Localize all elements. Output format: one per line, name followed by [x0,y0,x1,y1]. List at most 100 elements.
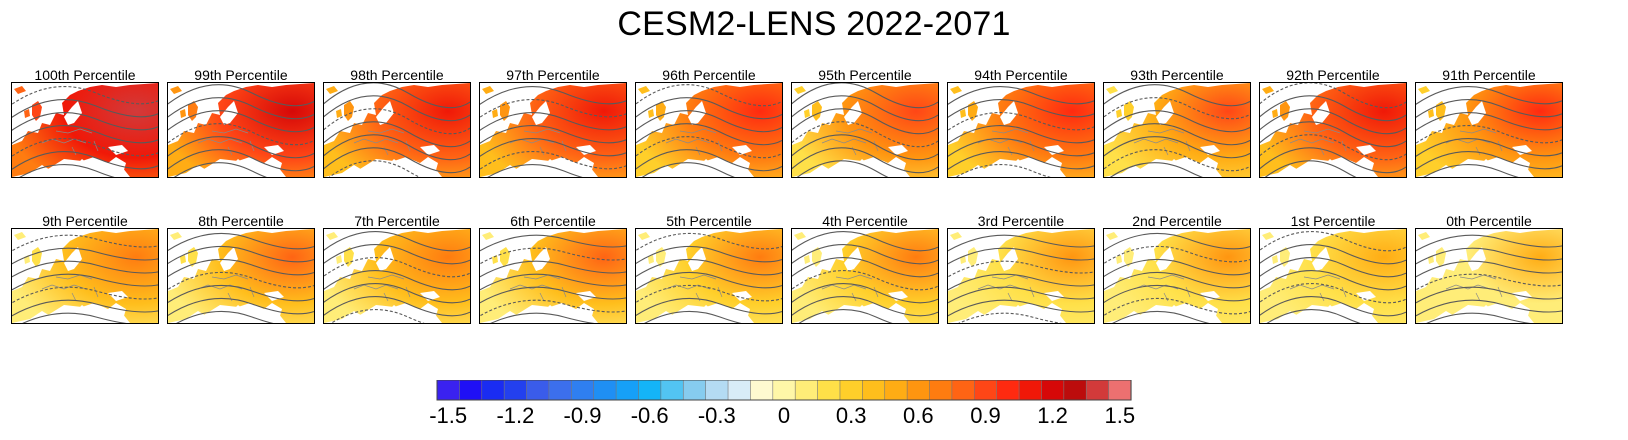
pressure-contour [792,296,938,317]
pressure-contour [948,86,1094,105]
pressure-contour [324,108,470,135]
sea [1356,291,1376,301]
panel-label: 1st Percentile [1290,213,1376,229]
map-frame [1259,82,1407,178]
pressure-contour [636,136,782,159]
pressure-contour [168,136,314,159]
pressure-contour [948,234,1094,252]
pressure-contour [1260,257,1406,278]
sea [732,145,752,155]
land-shading [32,247,42,267]
land-shading [24,109,30,118]
pressure-contour [792,134,938,161]
colorbar-frame [436,380,1132,401]
panel-label: 5th Percentile [666,213,752,229]
pressure-contour [324,296,470,317]
colorbar-swatch [660,380,684,401]
pressure-contour [324,257,470,278]
land-shading [324,229,470,323]
panel-grid: 100th Percentile 99th Percentile 98th Perc… [11,67,1563,324]
land-shading [1436,247,1446,267]
pressure-contour [796,160,889,177]
colorbar-swatch [906,380,931,401]
colorbar-tick-label: -1.2 [496,403,534,428]
land-shading [336,109,342,118]
land-shading [1280,101,1290,121]
map-frame [167,82,315,178]
panel-label: 91th Percentile [1442,67,1536,83]
land-shading [950,232,962,240]
country-borders [977,274,1035,302]
panel-label: 7th Percentile [354,213,440,229]
country-borders [665,128,723,156]
map-frame [1415,82,1563,178]
sea [1200,145,1220,155]
colorbar-swatch [973,380,998,401]
colorbar-swatch [526,380,550,401]
map-frame [479,228,627,324]
colorbar-swatch [727,380,752,401]
panel-label: 94th Percentile [974,67,1068,83]
map-svg [1260,229,1406,323]
pressure-contour [636,271,782,291]
sea [48,157,126,177]
land-shading [804,255,810,264]
land-shading [482,232,494,240]
pressure-contour [792,83,938,109]
colorbar-swatch [996,380,1020,401]
colorbar-swatch [459,380,483,401]
map-frame [1259,228,1407,324]
map-svg [12,83,158,177]
pressure-contour [1260,147,1406,174]
land-shading [1262,232,1274,240]
pressure-contour [792,95,938,122]
pressure-contour [1266,309,1361,323]
country-borders [1133,274,1191,302]
panel-label: 4th Percentile [822,213,908,229]
colorbar-tick-label: 0.6 [903,403,934,428]
map-svg [168,229,314,323]
pressure-contour [1104,110,1250,133]
land-shading [492,109,498,118]
pressure-contour [480,247,626,265]
pressure-contour [12,273,158,291]
sea [516,157,594,177]
pressure-contour [636,149,782,172]
pressure-contour [948,273,1094,291]
pressure-contour [1416,112,1562,131]
sea [844,101,862,125]
sea [48,303,126,323]
colorbar-swatch [481,380,505,401]
pressure-contour [12,260,158,278]
pressure-contour [168,297,314,317]
sea [1156,247,1174,271]
sea [688,101,706,125]
panel-label: 97th Percentile [506,67,600,83]
map-svg [12,229,158,323]
pressure-contour [1112,310,1210,323]
colorbar-swatch [929,380,953,401]
map-svg [480,229,626,323]
land-shading [812,101,822,121]
land-shading [482,86,494,94]
map-frame [167,228,315,324]
pressure-contour [1426,312,1531,323]
map-panel: 93th Percentile [1103,67,1251,178]
pressure-contour [1104,123,1250,146]
colorbar-swatch [772,380,796,401]
country-borders [197,128,255,156]
land-shading [1428,109,1434,118]
sea [1140,303,1218,323]
land-shading [336,255,342,264]
pressure-contour [636,97,782,120]
pressure-contour [168,232,314,252]
country-borders [41,274,99,302]
colorbar: -1.5 -1.2 -0.9 -0.6 -0.3 0 0.3 0.6 0.9 1.2 1.5 [429,380,1135,428]
land-shading [1104,229,1250,323]
map-panel: 92th Percentile [1259,67,1407,178]
pressure-contour [168,123,314,146]
pressure-contour [176,310,274,323]
map-svg [1260,83,1406,177]
land-shading [492,255,498,264]
colorbar-tick-label: -0.6 [631,403,669,428]
